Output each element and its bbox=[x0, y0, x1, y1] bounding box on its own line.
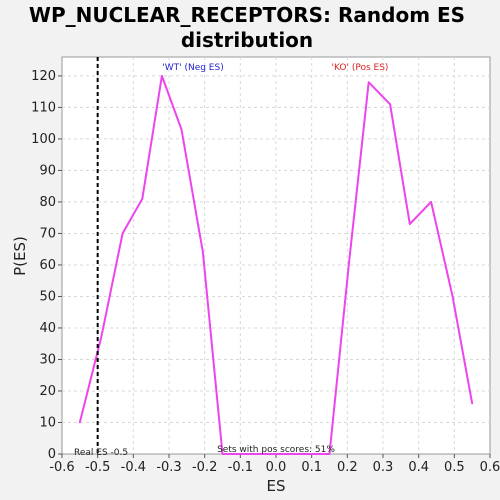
x-tick-label: -0.1 bbox=[228, 460, 253, 475]
data-point bbox=[180, 128, 183, 131]
y-tick-label: 10 bbox=[39, 415, 56, 430]
y-tick-label: 90 bbox=[39, 163, 56, 178]
x-axis-ticks: -0.6 -0.5 -0.4 -0.3 -0.2 -0.1 0.0 0.1 0.2 0.3 0.4 0… bbox=[49, 454, 500, 475]
chart-title-line1: WP_NUCLEAR_RECEPTORS: Random ES bbox=[29, 3, 465, 27]
y-axis-ticks: 0 10 20 30 40 50 60 70 80 90 100 110 120 bbox=[31, 69, 62, 462]
y-tick-label: 0 bbox=[48, 447, 56, 462]
data-point bbox=[328, 453, 331, 455]
pos-scores-label: Sets with pos scores: 51% bbox=[217, 445, 335, 455]
y-tick-label: 40 bbox=[39, 321, 56, 336]
data-point bbox=[451, 295, 454, 298]
data-point bbox=[79, 421, 81, 424]
chart-title-line2: distribution bbox=[181, 28, 313, 52]
x-tick-label: -0.6 bbox=[49, 460, 74, 475]
data-point bbox=[100, 336, 103, 339]
x-tick-label: 0.2 bbox=[337, 460, 358, 475]
data-point bbox=[161, 75, 163, 77]
data-point bbox=[121, 232, 124, 235]
pos-es-label: 'KO' (Pos ES) bbox=[332, 63, 389, 73]
x-tick-label: 0.6 bbox=[480, 460, 500, 475]
data-point bbox=[408, 223, 411, 225]
x-tick-label: 0.5 bbox=[444, 460, 465, 475]
data-point bbox=[141, 197, 144, 200]
y-tick-label: 60 bbox=[39, 258, 56, 273]
x-tick-label: -0.5 bbox=[85, 460, 110, 475]
neg-es-label: 'WT' (Neg ES) bbox=[162, 63, 223, 73]
data-point bbox=[471, 402, 473, 405]
x-tick-label: -0.4 bbox=[121, 460, 146, 475]
data-point bbox=[430, 201, 432, 203]
y-tick-label: 110 bbox=[31, 100, 56, 115]
y-tick-label: 50 bbox=[39, 289, 56, 304]
y-tick-label: 30 bbox=[39, 352, 56, 367]
data-point bbox=[202, 251, 204, 254]
x-tick-label: 0.0 bbox=[266, 460, 287, 475]
random-es-series-line bbox=[78, 74, 474, 455]
y-tick-label: 70 bbox=[39, 226, 56, 241]
series-layer bbox=[78, 74, 474, 455]
grid-lines bbox=[62, 57, 490, 454]
x-tick-label: 0.1 bbox=[301, 460, 322, 475]
y-tick-label: 20 bbox=[39, 384, 56, 399]
data-point bbox=[389, 103, 391, 106]
y-tick-label: 100 bbox=[31, 132, 56, 147]
y-axis-label: P(ES) bbox=[11, 236, 29, 276]
y-tick-label: 120 bbox=[31, 69, 56, 84]
y-tick-label: 80 bbox=[39, 195, 56, 210]
real-es-label: Real ES -0.5 bbox=[74, 448, 128, 458]
x-axis-label: ES bbox=[267, 477, 286, 495]
x-tick-label: 0.3 bbox=[373, 460, 394, 475]
x-tick-label: 0.4 bbox=[408, 460, 429, 475]
data-point bbox=[221, 453, 224, 455]
data-point bbox=[367, 81, 370, 84]
x-tick-label: -0.2 bbox=[192, 460, 217, 475]
x-tick-label: -0.3 bbox=[156, 460, 181, 475]
data-point bbox=[348, 261, 350, 263]
